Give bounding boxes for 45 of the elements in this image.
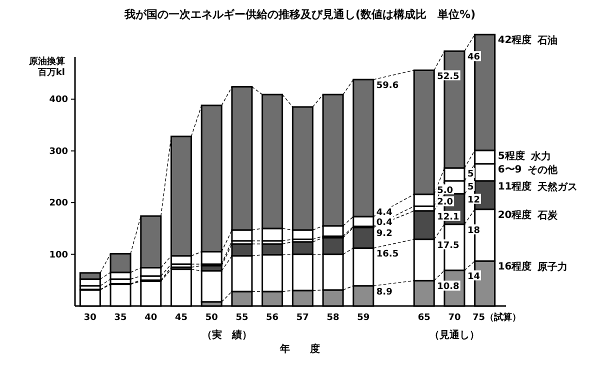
chart-title: 我が国の一次エネルギー供給の推移及び見通し(数値は構成比 単位%) (123, 8, 476, 21)
y-tick-label: 100 (49, 250, 68, 260)
x-tick-label: 75（試算） (472, 312, 522, 323)
annotation: 0.4 (376, 218, 392, 228)
annotation: 17.5 (437, 240, 460, 251)
x-tick-label: 58 (326, 313, 340, 323)
annotation: 2.0 (437, 198, 454, 208)
x-tick-label: 65 (418, 313, 430, 323)
x-tick-label: 59 (357, 313, 370, 323)
x-tick-label: 35 (114, 313, 127, 323)
annotation: 9.2 (376, 228, 392, 239)
annotation: 18 (467, 226, 480, 236)
annotation: 52.5 (437, 72, 460, 82)
annotation: 8.9 (376, 287, 392, 298)
annotation: 20程度 (498, 208, 532, 221)
x-tick-label: 55 (236, 313, 248, 323)
x-tick-label: 45 (174, 313, 188, 323)
y-tick-label: 400 (49, 95, 68, 106)
y-tick-label: 200 (49, 198, 68, 209)
annotation: 46 (467, 52, 480, 63)
ylabel: 原油換算百万kl (29, 57, 65, 78)
annotation: 12 (467, 195, 480, 206)
x-tick-label: 56 (266, 313, 279, 323)
annotation: 5 (467, 169, 474, 180)
x-tick-label: 57 (296, 313, 309, 323)
annotation: 5程度 (498, 150, 525, 162)
y-tick-label: 300 (49, 146, 68, 157)
x-tick-label: 50 (205, 313, 218, 323)
x-tick-label: 40 (144, 313, 158, 323)
annotation: 59.6 (376, 81, 399, 92)
text: （見通し） (429, 329, 480, 341)
x-axis-title: 年 度 (279, 343, 320, 355)
annotation: 11程度 (498, 180, 532, 192)
x-tick-label: 30 (84, 313, 96, 323)
annotation: 14 (467, 272, 480, 282)
annotation: 5 (467, 182, 474, 192)
annotation: 12.1 (437, 212, 460, 222)
annotation: 6〜9 (498, 164, 522, 176)
text: （実 績） (202, 329, 252, 341)
annotation: 16.5 (376, 250, 399, 260)
x-tick-label: 70 (448, 313, 461, 323)
annotation: 5.0 (437, 186, 454, 196)
annotation: 4.4 (376, 208, 392, 218)
annotation: 10.8 (437, 282, 460, 292)
annotation: 42程度 (498, 34, 532, 46)
